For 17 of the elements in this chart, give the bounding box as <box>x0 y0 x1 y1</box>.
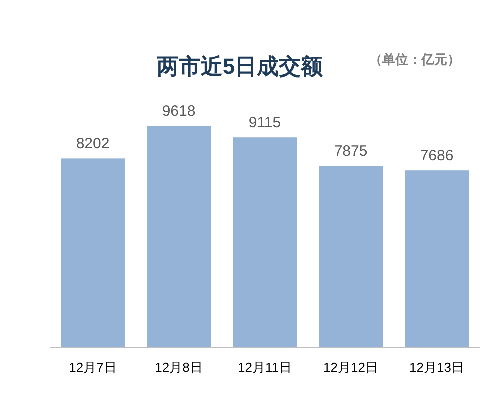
bar <box>405 170 469 348</box>
x-tick-label: 12月7日 <box>69 360 117 375</box>
chart-title: 两市近5日成交额 <box>156 54 324 79</box>
data-label: 8202 <box>76 136 110 153</box>
data-label: 9618 <box>162 103 196 120</box>
data-label: 9115 <box>248 114 282 132</box>
x-tick-label: 12月11日 <box>238 360 292 375</box>
data-label: 7875 <box>334 143 368 160</box>
data-label: 7686 <box>420 148 454 165</box>
x-tick-label: 12月12日 <box>324 360 378 375</box>
x-tick-label: 12月13日 <box>410 360 464 375</box>
bar <box>319 166 383 348</box>
bar <box>233 138 297 348</box>
chart-subtitle: （单位：亿元） <box>370 52 460 67</box>
x-tick-label: 12月8日 <box>155 360 203 375</box>
bar <box>61 158 125 348</box>
bar <box>147 126 211 348</box>
